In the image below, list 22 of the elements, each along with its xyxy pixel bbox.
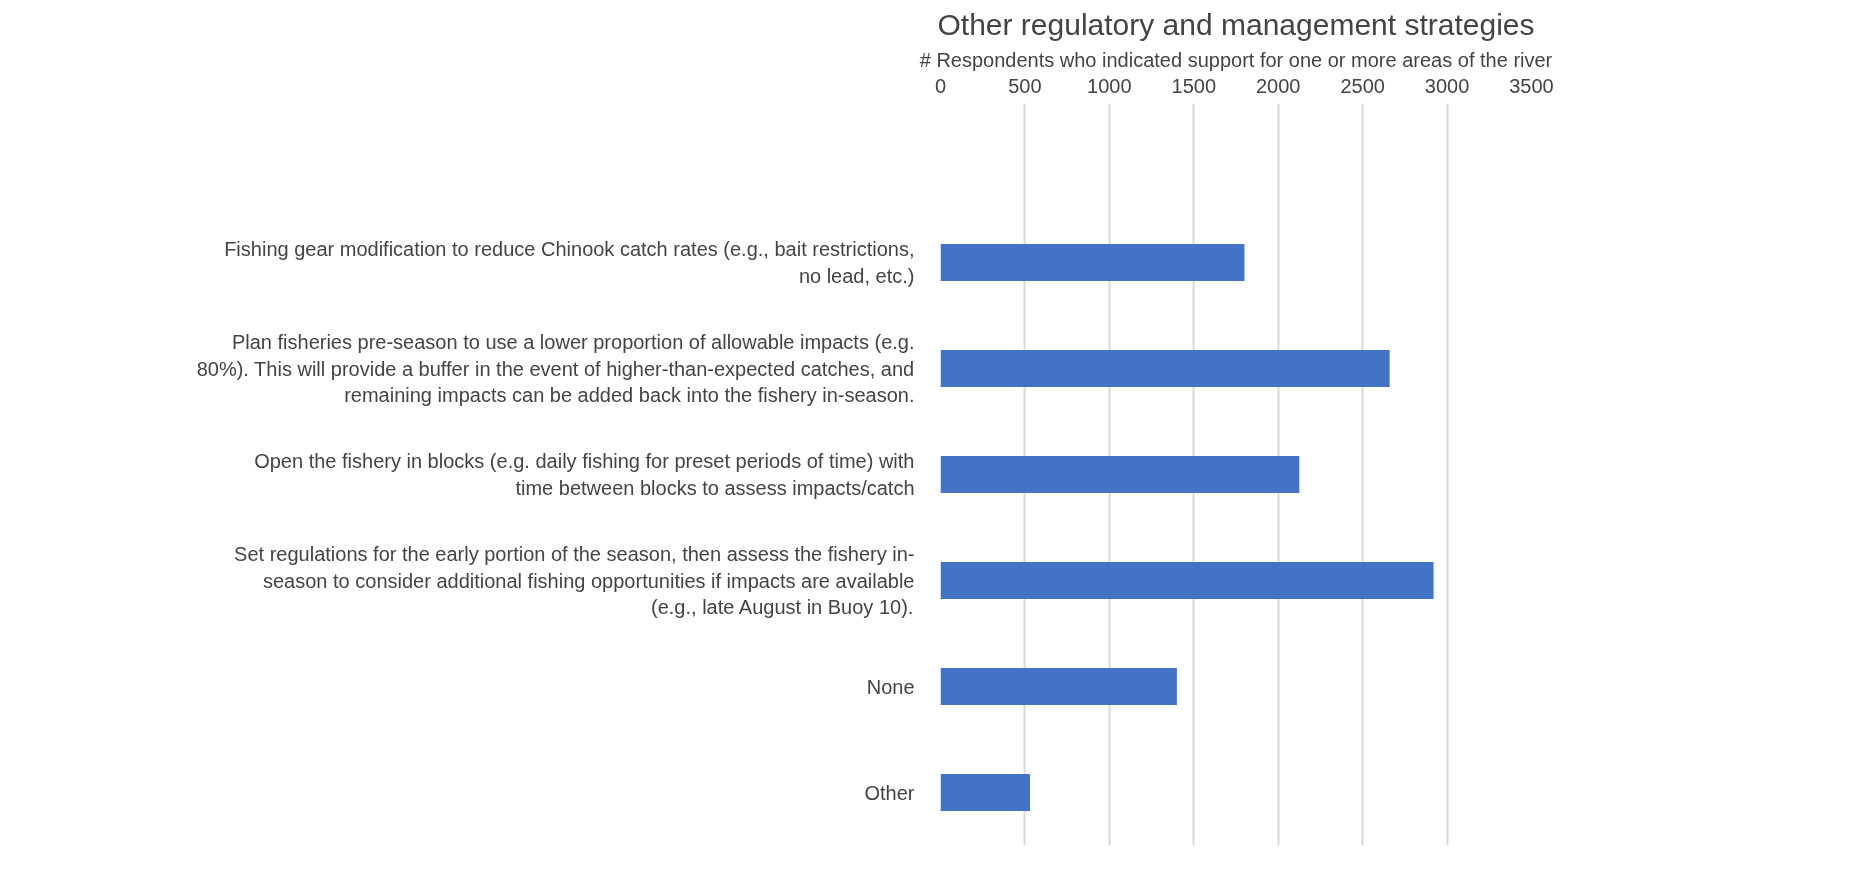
- y-tick-label: Open the fishery in blocks (e.g. daily fishing for preset periods of time) with time between blocks to assess impacts/catch: [254, 450, 915, 499]
- y-tick-label: None: [866, 675, 915, 698]
- y-tick-label: Set regulations for the early portion of the season, then assess the fishery in-season to consider additional fishing opportunities if impacts are available (e.g., late August in Buoy 10).: [234, 543, 915, 618]
- x-tick-label: 0: [934, 74, 947, 97]
- bar: [940, 667, 1177, 706]
- x-tick-label: 1000: [1087, 74, 1132, 97]
- bar: [940, 243, 1245, 282]
- x-tick-label: 2500: [1340, 74, 1385, 97]
- bar: [940, 455, 1300, 494]
- x-axis-title: # Respondents who indicated support for one or more areas of the river: [919, 48, 1553, 71]
- x-tick-label: 2000: [1255, 74, 1301, 97]
- y-tick-label: Other: [864, 781, 915, 804]
- x-tick-label: 1500: [1171, 74, 1217, 97]
- bar: [940, 773, 1030, 812]
- chart-title: Other regulatory and management strategies: [937, 7, 1535, 41]
- x-tick-label: 3000: [1424, 74, 1470, 97]
- x-tick-label: 3500: [1509, 74, 1554, 97]
- y-tick-label: Fishing gear modification to reduce Chinook catch rates (e.g., bait restrictions, no lead, etc.): [224, 238, 915, 287]
- bar: [940, 349, 1390, 388]
- x-tick-label: 500: [1008, 74, 1042, 97]
- bar: [940, 561, 1434, 600]
- y-tick-label: Plan fisheries pre-season to use a lower proportion of allowable impacts (e.g. 80%). This will provide a buffer in the event of higher-than-expected catches, and remaining impacts can be added back into the fishery in-season.: [196, 331, 915, 406]
